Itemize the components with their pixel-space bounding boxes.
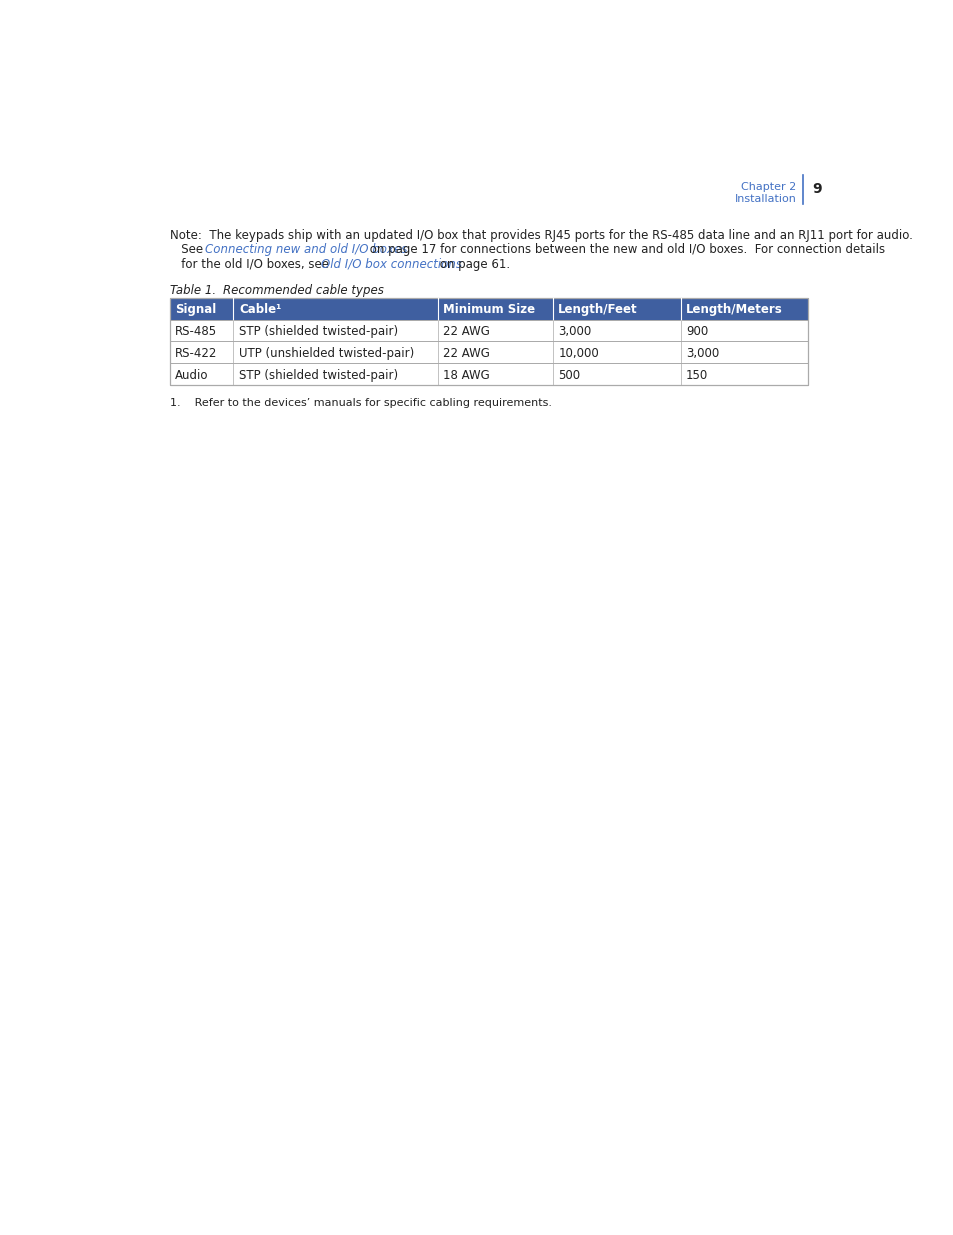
Text: 150: 150 [685,369,707,382]
Text: 10,000: 10,000 [558,347,598,361]
Text: UTP (unshielded twisted-pair): UTP (unshielded twisted-pair) [238,347,414,361]
Text: RS-485: RS-485 [174,325,217,338]
Text: RS-422: RS-422 [174,347,217,361]
Text: 18 AWG: 18 AWG [443,369,490,382]
Text: 3,000: 3,000 [558,325,591,338]
Text: Chapter 2: Chapter 2 [740,182,796,193]
Text: 1.    Refer to the devices’ manuals for specific cabling requirements.: 1. Refer to the devices’ manuals for spe… [170,399,551,409]
Text: for the old I/O boxes, see: for the old I/O boxes, see [170,258,332,270]
Text: Connecting new and old I/O boxes: Connecting new and old I/O boxes [205,243,407,257]
Text: Length/Meters: Length/Meters [685,304,781,316]
Bar [170,320,807,341]
Text: Audio: Audio [174,369,209,382]
Text: on page 17 for connections between the new and old I/O boxes.  For connection de: on page 17 for connections between the n… [366,243,884,257]
Text: 22 AWG: 22 AWG [443,347,490,361]
Text: Table 1.: Table 1. [170,284,215,296]
Text: See: See [170,243,206,257]
Text: 3,000: 3,000 [685,347,719,361]
Text: Note:  The keypads ship with an updated I/O box that provides RJ45 ports for the: Note: The keypads ship with an updated I… [170,228,911,242]
Text: STP (shielded twisted-pair): STP (shielded twisted-pair) [238,369,397,382]
Text: 900: 900 [685,325,707,338]
Text: STP (shielded twisted-pair): STP (shielded twisted-pair) [238,325,397,338]
Text: Old I/O box connections: Old I/O box connections [320,258,461,270]
Text: 500: 500 [558,369,579,382]
Text: 22 AWG: 22 AWG [443,325,490,338]
Bar [170,298,807,320]
Text: on page 61.: on page 61. [436,258,510,270]
Text: Installation: Installation [734,194,796,204]
Text: Signal: Signal [174,304,216,316]
Text: Minimum Size: Minimum Size [443,304,535,316]
Text: 9: 9 [811,182,821,196]
Text: Recommended cable types: Recommended cable types [208,284,384,296]
Text: Cable¹: Cable¹ [238,304,281,316]
Bar [170,363,807,385]
Bar [170,298,807,385]
Bar [170,341,807,363]
Text: Length/Feet: Length/Feet [558,304,638,316]
